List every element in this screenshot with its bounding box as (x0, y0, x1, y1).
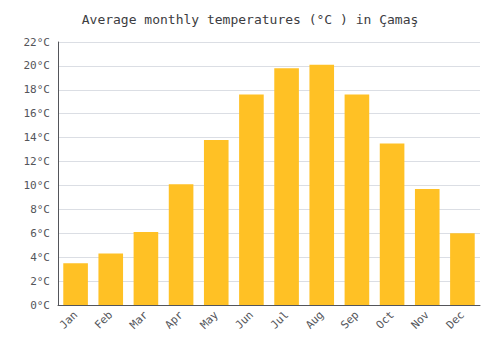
svg-text:Nov: Nov (409, 308, 432, 331)
svg-text:Oct: Oct (373, 308, 396, 331)
svg-text:Aug: Aug (303, 308, 326, 331)
svg-text:22°C: 22°C (24, 36, 51, 49)
svg-text:4°C: 4°C (30, 251, 50, 264)
svg-text:Jun: Jun (233, 308, 256, 331)
svg-text:16°C: 16°C (24, 107, 51, 120)
svg-text:Average monthly temperatures (: Average monthly temperatures (°C ) in Ça… (82, 12, 419, 27)
svg-text:2°C: 2°C (30, 275, 50, 288)
svg-text:Dec: Dec (444, 308, 467, 331)
svg-text:6°C: 6°C (30, 227, 50, 240)
svg-text:10°C: 10°C (24, 179, 51, 192)
svg-text:12°C: 12°C (24, 155, 51, 168)
svg-text:0°C: 0°C (30, 299, 50, 312)
svg-text:Feb: Feb (92, 308, 115, 331)
svg-text:May: May (198, 308, 221, 331)
svg-text:Jul: Jul (268, 308, 291, 331)
svg-text:Sep: Sep (338, 308, 361, 331)
svg-text:14°C: 14°C (24, 131, 51, 144)
svg-text:Apr: Apr (162, 308, 185, 331)
svg-text:Jan: Jan (57, 308, 80, 331)
svg-text:8°C: 8°C (30, 203, 50, 216)
svg-text:20°C: 20°C (24, 59, 51, 72)
svg-text:18°C: 18°C (24, 83, 51, 96)
svg-text:Mar: Mar (127, 308, 150, 331)
